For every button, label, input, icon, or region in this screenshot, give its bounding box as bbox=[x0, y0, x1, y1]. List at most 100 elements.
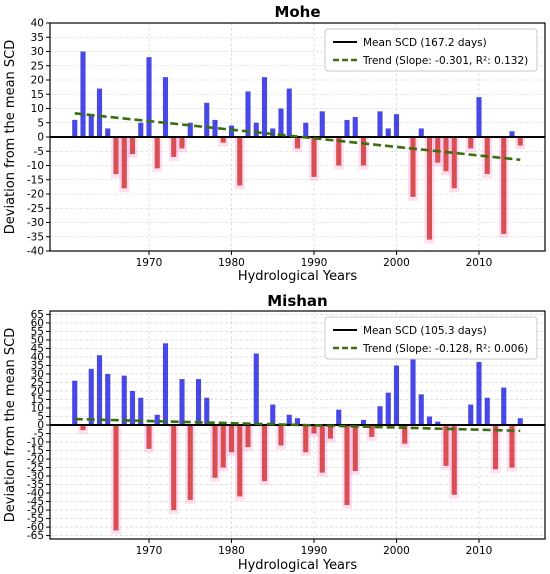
bar-positive bbox=[162, 343, 169, 425]
bar-positive bbox=[80, 51, 86, 137]
x-tick-label: 1970 bbox=[136, 545, 163, 557]
y-tick-label: 0 bbox=[37, 420, 44, 432]
bar-negative bbox=[352, 425, 358, 471]
bar-positive bbox=[501, 387, 507, 425]
y-tick-label: -55 bbox=[27, 513, 44, 525]
x-tick-label: 1990 bbox=[301, 257, 328, 269]
bar-positive bbox=[187, 122, 193, 137]
chart-title: Mohe bbox=[274, 3, 320, 21]
bar-positive bbox=[105, 373, 111, 425]
y-tick-label: 50 bbox=[31, 334, 44, 346]
x-axis-label: Hydrological Years bbox=[238, 269, 358, 284]
bar-negative bbox=[468, 137, 474, 149]
bar-positive bbox=[129, 390, 136, 425]
bar-positive bbox=[270, 404, 276, 425]
bar-positive bbox=[121, 375, 127, 425]
bar-negative bbox=[146, 425, 152, 449]
bar-negative bbox=[261, 425, 268, 482]
bar-negative bbox=[154, 137, 160, 169]
bar-negative bbox=[303, 425, 309, 453]
bar-negative bbox=[171, 425, 177, 511]
y-tick-label: 55 bbox=[31, 326, 44, 338]
bar-negative bbox=[509, 425, 515, 468]
y-tick-label: 10 bbox=[31, 103, 44, 115]
x-tick-label: 1980 bbox=[218, 545, 245, 557]
bar-negative bbox=[311, 425, 317, 434]
y-tick-label: -5 bbox=[34, 428, 44, 440]
bar-positive bbox=[393, 114, 400, 137]
bar-negative bbox=[360, 137, 367, 166]
legend-label: Trend (Slope: -0.128, R²: 0.006) bbox=[362, 343, 528, 355]
bar-positive bbox=[385, 128, 391, 137]
bar-negative bbox=[187, 425, 193, 500]
bar-positive bbox=[435, 421, 441, 425]
bar-negative bbox=[80, 425, 86, 431]
bar-negative bbox=[121, 137, 127, 189]
bar-negative bbox=[113, 137, 119, 175]
legend-box bbox=[324, 28, 538, 72]
y-tick-label: 15 bbox=[31, 89, 44, 101]
bar-positive bbox=[253, 353, 259, 425]
bar-negative bbox=[278, 425, 284, 446]
trend-line bbox=[74, 112, 521, 162]
bar-negative bbox=[451, 425, 457, 495]
bar-negative bbox=[451, 137, 457, 189]
y-tick-label: -15 bbox=[27, 174, 44, 186]
bar-negative bbox=[245, 425, 251, 448]
y-tick-label: -35 bbox=[27, 479, 44, 491]
legend-box bbox=[324, 316, 538, 360]
bar-negative bbox=[369, 425, 375, 437]
bar-negative bbox=[129, 137, 136, 155]
y-tick-label: 5 bbox=[37, 411, 44, 423]
y-tick-label: -30 bbox=[27, 471, 44, 483]
trend-line bbox=[74, 417, 521, 433]
bar-positive bbox=[418, 394, 424, 425]
y-tick-label: -20 bbox=[27, 189, 44, 201]
y-tick-label: 60 bbox=[31, 317, 44, 329]
bar-positive bbox=[336, 409, 342, 425]
y-tick-label: 30 bbox=[31, 46, 44, 58]
bar-negative bbox=[237, 137, 243, 186]
bar-positive bbox=[476, 362, 482, 425]
y-tick-label: -35 bbox=[27, 231, 44, 243]
bar-positive bbox=[377, 406, 383, 425]
bar-positive bbox=[278, 108, 284, 137]
bar-negative bbox=[294, 137, 301, 149]
y-tick-label: -45 bbox=[27, 496, 44, 508]
y-tick-label: 10 bbox=[31, 402, 44, 414]
bar-positive bbox=[96, 355, 103, 425]
y-axis-label: Deviation from the mean SCD bbox=[3, 328, 18, 523]
bar-positive bbox=[426, 416, 433, 425]
bar-negative bbox=[501, 137, 507, 234]
y-tick-label: 0 bbox=[37, 132, 44, 144]
bar-positive bbox=[377, 111, 383, 137]
bar-negative bbox=[220, 137, 226, 143]
bar-positive bbox=[286, 88, 292, 137]
bar-positive bbox=[72, 119, 78, 137]
y-tick-label: 15 bbox=[31, 394, 44, 406]
bar-positive bbox=[162, 77, 169, 137]
y-tick-label: -5 bbox=[34, 146, 44, 158]
y-tick-label: -40 bbox=[27, 246, 44, 258]
x-tick-label: 1980 bbox=[218, 257, 245, 269]
bar-positive bbox=[509, 131, 515, 137]
x-tick-label: 1970 bbox=[136, 257, 163, 269]
bar-negative bbox=[344, 425, 350, 505]
bar-negative bbox=[237, 425, 243, 497]
bar-positive bbox=[410, 358, 416, 425]
bar-positive bbox=[88, 368, 94, 425]
y-tick-label: -20 bbox=[27, 454, 44, 466]
bar-positive bbox=[245, 91, 251, 137]
x-tick-label: 2010 bbox=[466, 545, 493, 557]
bar-positive bbox=[138, 397, 144, 425]
bar-positive bbox=[385, 392, 391, 425]
bar-positive bbox=[146, 57, 152, 138]
y-tick-label: 20 bbox=[31, 75, 44, 87]
y-tick-label: 40 bbox=[31, 18, 44, 30]
bar-positive bbox=[294, 418, 301, 425]
bar-negative bbox=[517, 137, 523, 146]
bar-positive bbox=[228, 125, 235, 137]
bar-negative bbox=[336, 137, 342, 166]
y-tick-label: -40 bbox=[27, 488, 44, 500]
bar-negative bbox=[435, 137, 441, 163]
